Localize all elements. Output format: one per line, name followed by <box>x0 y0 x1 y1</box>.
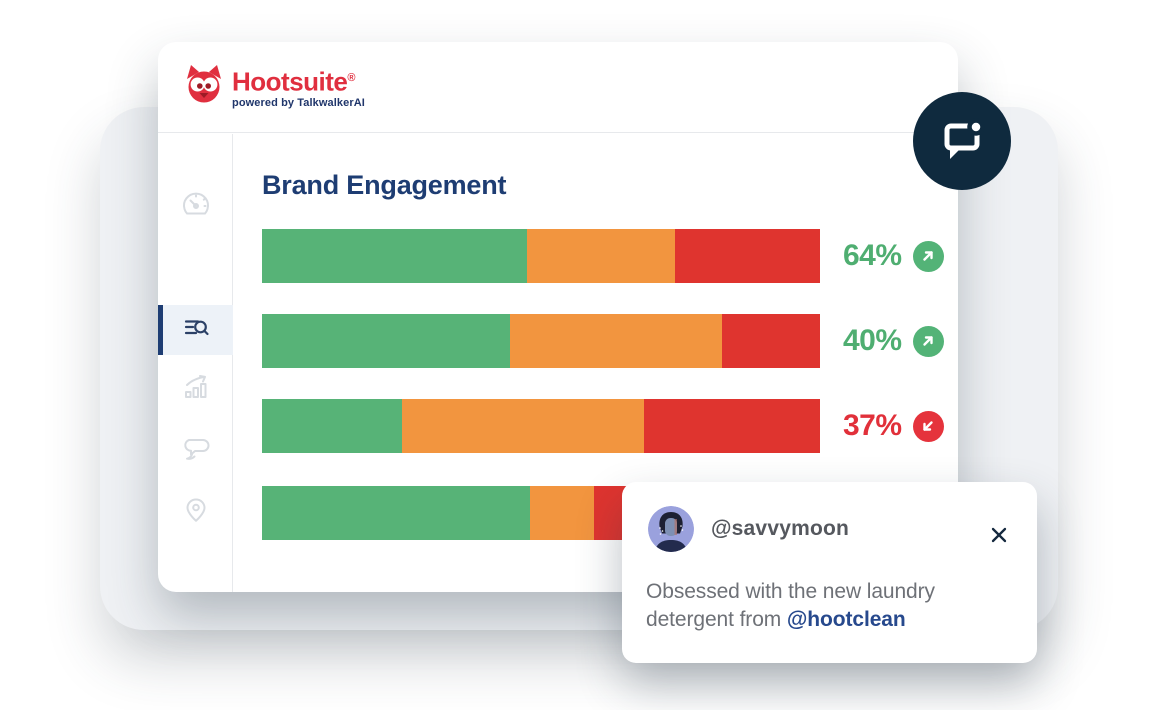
avatar <box>648 506 694 552</box>
comment-line-2: detergent from <box>646 608 787 631</box>
bar-2-green-segment <box>262 314 511 368</box>
metric-row-1: 64% <box>843 229 944 283</box>
metric-value-2: 40% <box>843 324 902 357</box>
comment-line-1: Obsessed with the new laundry <box>646 580 935 603</box>
hootsuite-logo: Hootsuite® powered by TalkwalkerAI <box>184 63 365 112</box>
sidebar-item-locations[interactable] <box>158 487 233 537</box>
dashboard-card: Hootsuite® powered by TalkwalkerAI <box>158 42 958 592</box>
comment-header: @savvymoon <box>648 506 1011 552</box>
bar-chart-trend-icon <box>180 371 212 408</box>
engagement-bar-2 <box>262 314 820 368</box>
bar-3-orange-segment <box>401 399 645 453</box>
comment-text: Obsessed with the new laundry detergent … <box>646 578 1013 634</box>
bar-2-orange-segment <box>510 314 723 368</box>
brand-text: Hootsuite® powered by TalkwalkerAI <box>232 63 365 110</box>
bar-3-green-segment <box>262 399 402 453</box>
metric-row-3: 37% <box>843 399 944 453</box>
page-title: Brand Engagement <box>262 170 507 200</box>
chat-notification-icon <box>937 114 987 169</box>
gauge-icon <box>180 189 212 226</box>
bar-4-green-segment <box>262 486 530 540</box>
trend-up-icon <box>912 325 944 357</box>
engagement-bar-1 <box>262 229 820 283</box>
sidebar-item-search-streams[interactable] <box>158 305 233 355</box>
bar-3-red-segment <box>644 399 820 453</box>
owl-icon <box>184 63 224 112</box>
registered-mark: ® <box>347 71 355 84</box>
brand-tagline: powered by TalkwalkerAI <box>232 97 365 110</box>
sidebar-item-dashboard[interactable] <box>158 182 233 232</box>
chat-bubbles-icon <box>180 432 212 469</box>
metric-row-2: 40% <box>843 314 944 368</box>
metric-value-1: 64% <box>843 239 902 272</box>
list-search-icon <box>180 312 212 349</box>
bar-2-red-segment <box>722 314 820 368</box>
mention-link[interactable]: @hootclean <box>786 608 906 631</box>
dashboard-header: Hootsuite® powered by TalkwalkerAI <box>158 42 958 133</box>
trend-down-icon <box>912 410 944 442</box>
sidebar-item-analytics[interactable] <box>158 364 233 414</box>
close-icon[interactable] <box>988 524 1010 546</box>
engagement-bar-3 <box>262 399 820 453</box>
bar-4-orange-segment <box>529 486 594 540</box>
brand-name: Hootsuite® <box>232 66 355 97</box>
bar-1-red-segment <box>674 229 820 283</box>
comment-username: @savvymoon <box>711 517 850 540</box>
location-pin-icon <box>180 494 212 531</box>
notification-bubble[interactable] <box>913 92 1011 190</box>
bar-1-orange-segment <box>527 229 675 283</box>
bar-1-green-segment <box>262 229 528 283</box>
trend-up-icon <box>912 240 944 272</box>
comment-card: @savvymoon Obsessed with the new laundry… <box>622 482 1037 663</box>
metric-value-3: 37% <box>843 409 902 442</box>
sidebar <box>158 134 233 592</box>
sidebar-item-conversations[interactable] <box>158 425 233 475</box>
